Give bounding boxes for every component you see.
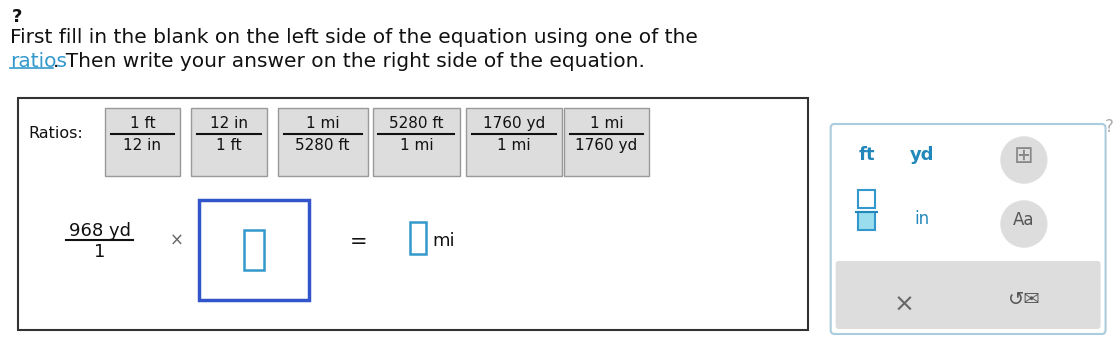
Text: ↺✉: ↺✉ xyxy=(1007,290,1040,309)
FancyBboxPatch shape xyxy=(858,212,876,230)
Circle shape xyxy=(1001,137,1047,183)
Text: 1760 yd: 1760 yd xyxy=(576,138,637,153)
FancyBboxPatch shape xyxy=(277,108,368,176)
FancyBboxPatch shape xyxy=(466,108,561,176)
Text: ft: ft xyxy=(858,146,874,164)
Text: ×: × xyxy=(893,293,915,317)
Text: ×: × xyxy=(169,232,183,250)
FancyBboxPatch shape xyxy=(410,222,427,254)
Text: 12 in: 12 in xyxy=(211,116,248,131)
Text: . Then write your answer on the right side of the equation.: . Then write your answer on the right si… xyxy=(52,52,645,71)
Text: 1 ft: 1 ft xyxy=(216,138,242,153)
FancyBboxPatch shape xyxy=(836,261,1101,329)
Text: =: = xyxy=(350,232,368,252)
Text: 968 yd: 968 yd xyxy=(69,222,130,240)
Text: ?: ? xyxy=(12,8,22,26)
FancyBboxPatch shape xyxy=(858,190,876,208)
Text: 5280 ft: 5280 ft xyxy=(389,116,443,131)
Text: in: in xyxy=(915,210,930,228)
Text: Aa: Aa xyxy=(1013,211,1035,229)
Text: 1 mi: 1 mi xyxy=(589,116,624,131)
Text: 1 mi: 1 mi xyxy=(497,138,530,153)
Text: Ratios:: Ratios: xyxy=(28,126,82,141)
Text: ⊞: ⊞ xyxy=(1014,144,1034,168)
Circle shape xyxy=(1001,201,1047,247)
Text: mi: mi xyxy=(432,232,455,250)
FancyBboxPatch shape xyxy=(831,124,1105,334)
Text: First fill in the blank on the left side of the equation using one of the: First fill in the blank on the left side… xyxy=(10,28,697,47)
FancyBboxPatch shape xyxy=(105,108,180,176)
FancyBboxPatch shape xyxy=(372,108,460,176)
Text: ?: ? xyxy=(1105,118,1114,136)
Text: 12 in: 12 in xyxy=(124,138,162,153)
FancyBboxPatch shape xyxy=(564,108,649,176)
FancyBboxPatch shape xyxy=(244,230,264,270)
FancyBboxPatch shape xyxy=(192,108,267,176)
Text: 1 mi: 1 mi xyxy=(400,138,433,153)
FancyBboxPatch shape xyxy=(199,200,309,300)
Text: 5280 ft: 5280 ft xyxy=(295,138,350,153)
Text: 1 mi: 1 mi xyxy=(306,116,340,131)
Text: 1: 1 xyxy=(94,243,106,261)
Text: 1 ft: 1 ft xyxy=(129,116,155,131)
Text: ratios: ratios xyxy=(10,52,67,71)
Text: yd: yd xyxy=(910,146,935,164)
FancyBboxPatch shape xyxy=(18,98,808,330)
Text: 1760 yd: 1760 yd xyxy=(482,116,545,131)
